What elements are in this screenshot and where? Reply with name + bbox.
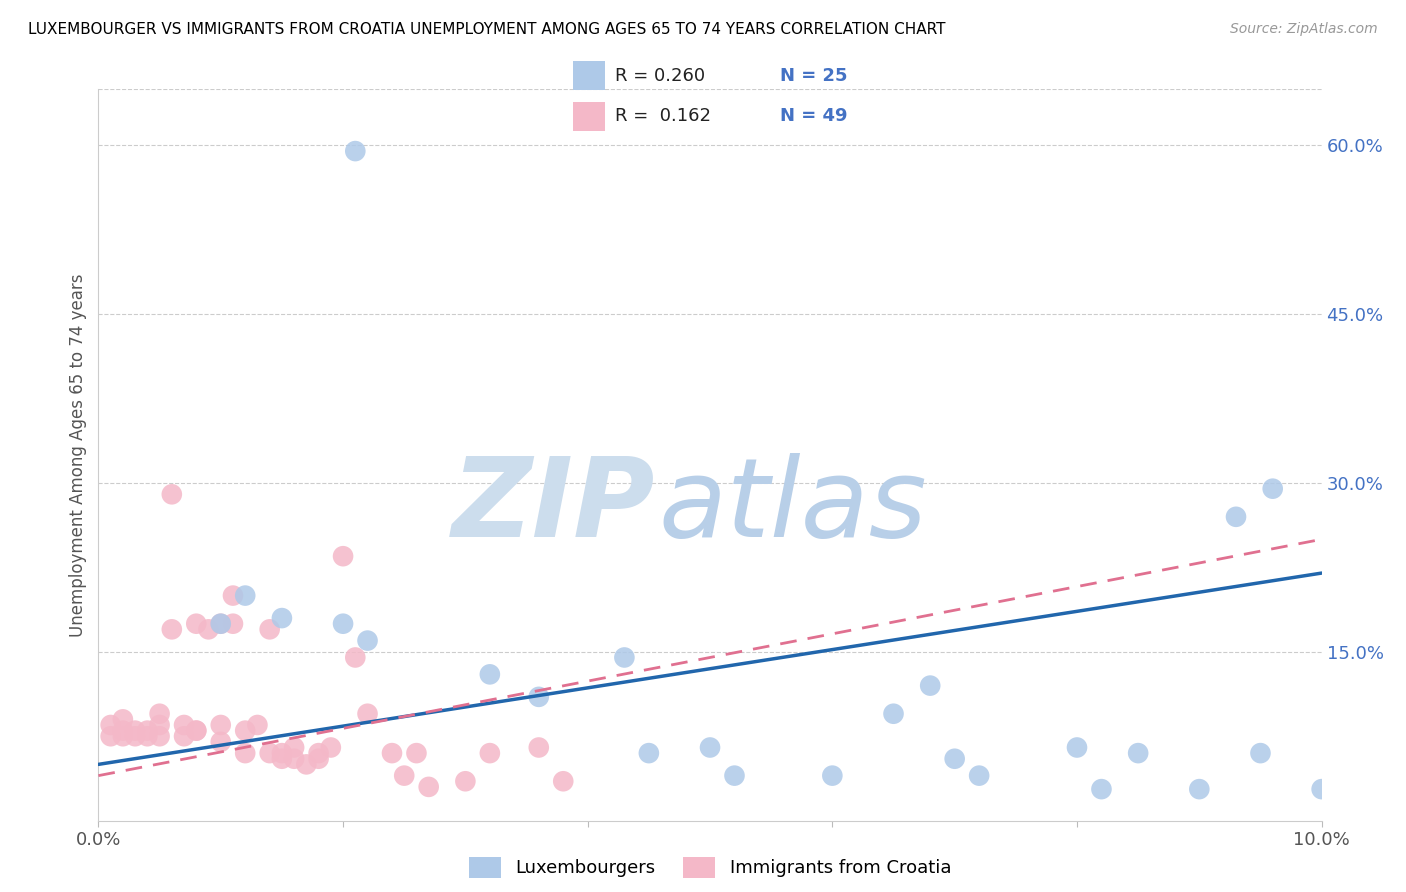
Point xyxy=(723,769,745,783)
Point xyxy=(259,746,281,760)
Point xyxy=(283,752,305,766)
Point xyxy=(478,746,501,760)
Point xyxy=(233,589,256,603)
Point xyxy=(478,667,501,681)
Point xyxy=(699,740,721,755)
Point xyxy=(270,746,292,760)
Point xyxy=(209,616,232,631)
Point xyxy=(637,746,661,760)
Y-axis label: Unemployment Among Ages 65 to 74 years: Unemployment Among Ages 65 to 74 years xyxy=(69,273,87,637)
Point xyxy=(136,729,159,743)
Point xyxy=(553,774,575,789)
Point xyxy=(100,729,122,743)
Point xyxy=(197,623,219,637)
Point xyxy=(209,616,232,631)
Point xyxy=(222,616,245,631)
Point xyxy=(149,718,172,732)
Point xyxy=(821,769,844,783)
Legend: Luxembourgers, Immigrants from Croatia: Luxembourgers, Immigrants from Croatia xyxy=(461,849,959,885)
Point xyxy=(160,623,183,637)
Point xyxy=(943,752,966,766)
Point xyxy=(270,611,292,625)
Point xyxy=(173,729,195,743)
Point xyxy=(344,650,367,665)
Point xyxy=(967,769,990,783)
Point xyxy=(392,769,416,783)
Point xyxy=(920,679,942,693)
Point xyxy=(149,729,172,743)
Text: R = 0.260: R = 0.260 xyxy=(616,67,706,85)
Point xyxy=(160,487,183,501)
Text: N = 49: N = 49 xyxy=(780,107,848,125)
Point xyxy=(259,623,281,637)
Point xyxy=(209,735,232,749)
Point xyxy=(1188,782,1211,797)
Point xyxy=(1090,782,1112,797)
Text: ZIP: ZIP xyxy=(451,452,655,559)
Point xyxy=(111,729,134,743)
Point xyxy=(246,718,269,732)
Point xyxy=(454,774,477,789)
Point xyxy=(613,650,636,665)
Text: LUXEMBOURGER VS IMMIGRANTS FROM CROATIA UNEMPLOYMENT AMONG AGES 65 TO 74 YEARS C: LUXEMBOURGER VS IMMIGRANTS FROM CROATIA … xyxy=(28,22,946,37)
Point xyxy=(405,746,427,760)
Point xyxy=(270,752,292,766)
Point xyxy=(332,616,354,631)
Point xyxy=(186,723,208,738)
Text: Source: ZipAtlas.com: Source: ZipAtlas.com xyxy=(1230,22,1378,37)
Point xyxy=(344,144,367,158)
Point xyxy=(124,729,146,743)
Text: N = 25: N = 25 xyxy=(780,67,848,85)
Point xyxy=(149,706,172,721)
Point xyxy=(1261,482,1284,496)
Point xyxy=(418,780,440,794)
Point xyxy=(173,718,195,732)
Point xyxy=(319,740,342,755)
Point xyxy=(308,746,330,760)
Point xyxy=(233,723,256,738)
Point xyxy=(233,746,256,760)
Point xyxy=(356,633,378,648)
Point xyxy=(222,589,245,603)
Point xyxy=(527,740,550,755)
Point xyxy=(295,757,318,772)
Point xyxy=(1249,746,1271,760)
Text: atlas: atlas xyxy=(658,452,928,559)
Point xyxy=(209,718,232,732)
Text: R =  0.162: R = 0.162 xyxy=(616,107,711,125)
Point xyxy=(136,723,159,738)
Point xyxy=(332,549,354,564)
Point xyxy=(1310,782,1333,797)
Point xyxy=(111,723,134,738)
Point xyxy=(1128,746,1150,760)
Point xyxy=(381,746,404,760)
Point xyxy=(1066,740,1088,755)
Point xyxy=(308,752,330,766)
Point xyxy=(283,740,305,755)
FancyBboxPatch shape xyxy=(574,62,605,90)
Point xyxy=(883,706,905,721)
FancyBboxPatch shape xyxy=(574,102,605,130)
Point xyxy=(1225,509,1247,524)
Point xyxy=(111,712,134,726)
Point xyxy=(356,706,378,721)
Point xyxy=(186,616,208,631)
Point xyxy=(527,690,550,704)
Point xyxy=(100,718,122,732)
Point xyxy=(186,723,208,738)
Point xyxy=(124,723,146,738)
